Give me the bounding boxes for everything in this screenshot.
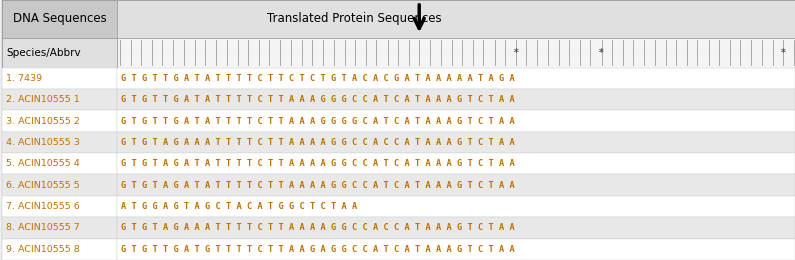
Text: A T G G A G T A G C T A C A T G G C T C T A A: A T G G A G T A G C T A C A T G G C T C …: [121, 202, 358, 211]
Text: G T G T T G A T A T T T T C T T A A A G G G C C A T C A T A A A G T C T A A: G T G T T G A T A T T T T C T T A A A G …: [121, 95, 515, 104]
Text: G T G T T G A T A T T T T C T T A A A G G G G C A T C A T A A A G T C T A A: G T G T T G A T A T T T T C T T A A A G …: [121, 116, 515, 126]
Text: G T G T T G A T G T T T T C T T A A G A G G C C A T C A T A A A G T C T A A: G T G T T G A T G T T T T C T T A A G A …: [121, 245, 515, 254]
Text: DNA Sequences: DNA Sequences: [13, 12, 107, 25]
Text: 8. ACIN10555 7: 8. ACIN10555 7: [6, 223, 80, 232]
Text: *: *: [514, 48, 518, 58]
FancyBboxPatch shape: [2, 153, 117, 174]
Text: 2. ACIN10555 1: 2. ACIN10555 1: [6, 95, 80, 104]
FancyBboxPatch shape: [117, 89, 795, 110]
FancyBboxPatch shape: [2, 132, 117, 153]
Text: Translated Protein Sequences: Translated Protein Sequences: [267, 12, 442, 25]
Text: *: *: [599, 48, 604, 58]
Text: 5. ACIN10555 4: 5. ACIN10555 4: [6, 159, 80, 168]
FancyBboxPatch shape: [2, 196, 117, 217]
Text: G T G T A G A A A T T T T C T T A A A A G G C C A C C A T A A A G T C T A A: G T G T A G A A A T T T T C T T A A A A …: [121, 138, 515, 147]
Text: 4. ACIN10555 3: 4. ACIN10555 3: [6, 138, 80, 147]
Text: 3. ACIN10555 2: 3. ACIN10555 2: [6, 116, 80, 126]
Text: *: *: [514, 48, 518, 58]
Text: G T G T T G A T A T T T T C T T C T C T G T A C A C G A T A A A A A T A G A: G T G T T G A T A T T T T C T T C T C T …: [121, 74, 515, 83]
FancyBboxPatch shape: [2, 174, 117, 196]
FancyBboxPatch shape: [117, 110, 795, 132]
FancyBboxPatch shape: [117, 68, 795, 89]
Text: *: *: [599, 48, 604, 58]
FancyBboxPatch shape: [2, 217, 117, 239]
FancyBboxPatch shape: [2, 89, 117, 110]
FancyBboxPatch shape: [2, 110, 117, 132]
Text: G T G T A G A T A T T T T C T T A A A A G G C C A T C A T A A A G T C T A A: G T G T A G A T A T T T T C T T A A A A …: [121, 159, 515, 168]
FancyBboxPatch shape: [117, 217, 795, 239]
FancyBboxPatch shape: [117, 153, 795, 174]
FancyBboxPatch shape: [117, 0, 795, 38]
Text: Species/Abbrv: Species/Abbrv: [6, 48, 81, 58]
FancyBboxPatch shape: [117, 38, 795, 68]
FancyBboxPatch shape: [2, 68, 117, 89]
Text: G T G T A G A T A T T T T C T T A A A A G G C C A T C A T A A A G T C T A A: G T G T A G A T A T T T T C T T A A A A …: [121, 181, 515, 190]
FancyBboxPatch shape: [117, 132, 795, 153]
FancyBboxPatch shape: [2, 38, 117, 68]
FancyBboxPatch shape: [117, 174, 795, 196]
Text: *: *: [781, 48, 785, 58]
FancyBboxPatch shape: [117, 239, 795, 260]
Text: 9. ACIN10555 8: 9. ACIN10555 8: [6, 245, 80, 254]
Text: *: *: [781, 48, 785, 58]
FancyBboxPatch shape: [2, 239, 117, 260]
Text: 1. 7439: 1. 7439: [6, 74, 42, 83]
Text: 7. ACIN10555 6: 7. ACIN10555 6: [6, 202, 80, 211]
Text: G T G T A G A A A T T T T C T T A A A A G G C C A C C A T A A A G T C T A A: G T G T A G A A A T T T T C T T A A A A …: [121, 223, 515, 232]
FancyBboxPatch shape: [2, 0, 117, 38]
FancyBboxPatch shape: [117, 196, 795, 217]
Text: 6. ACIN10555 5: 6. ACIN10555 5: [6, 181, 80, 190]
